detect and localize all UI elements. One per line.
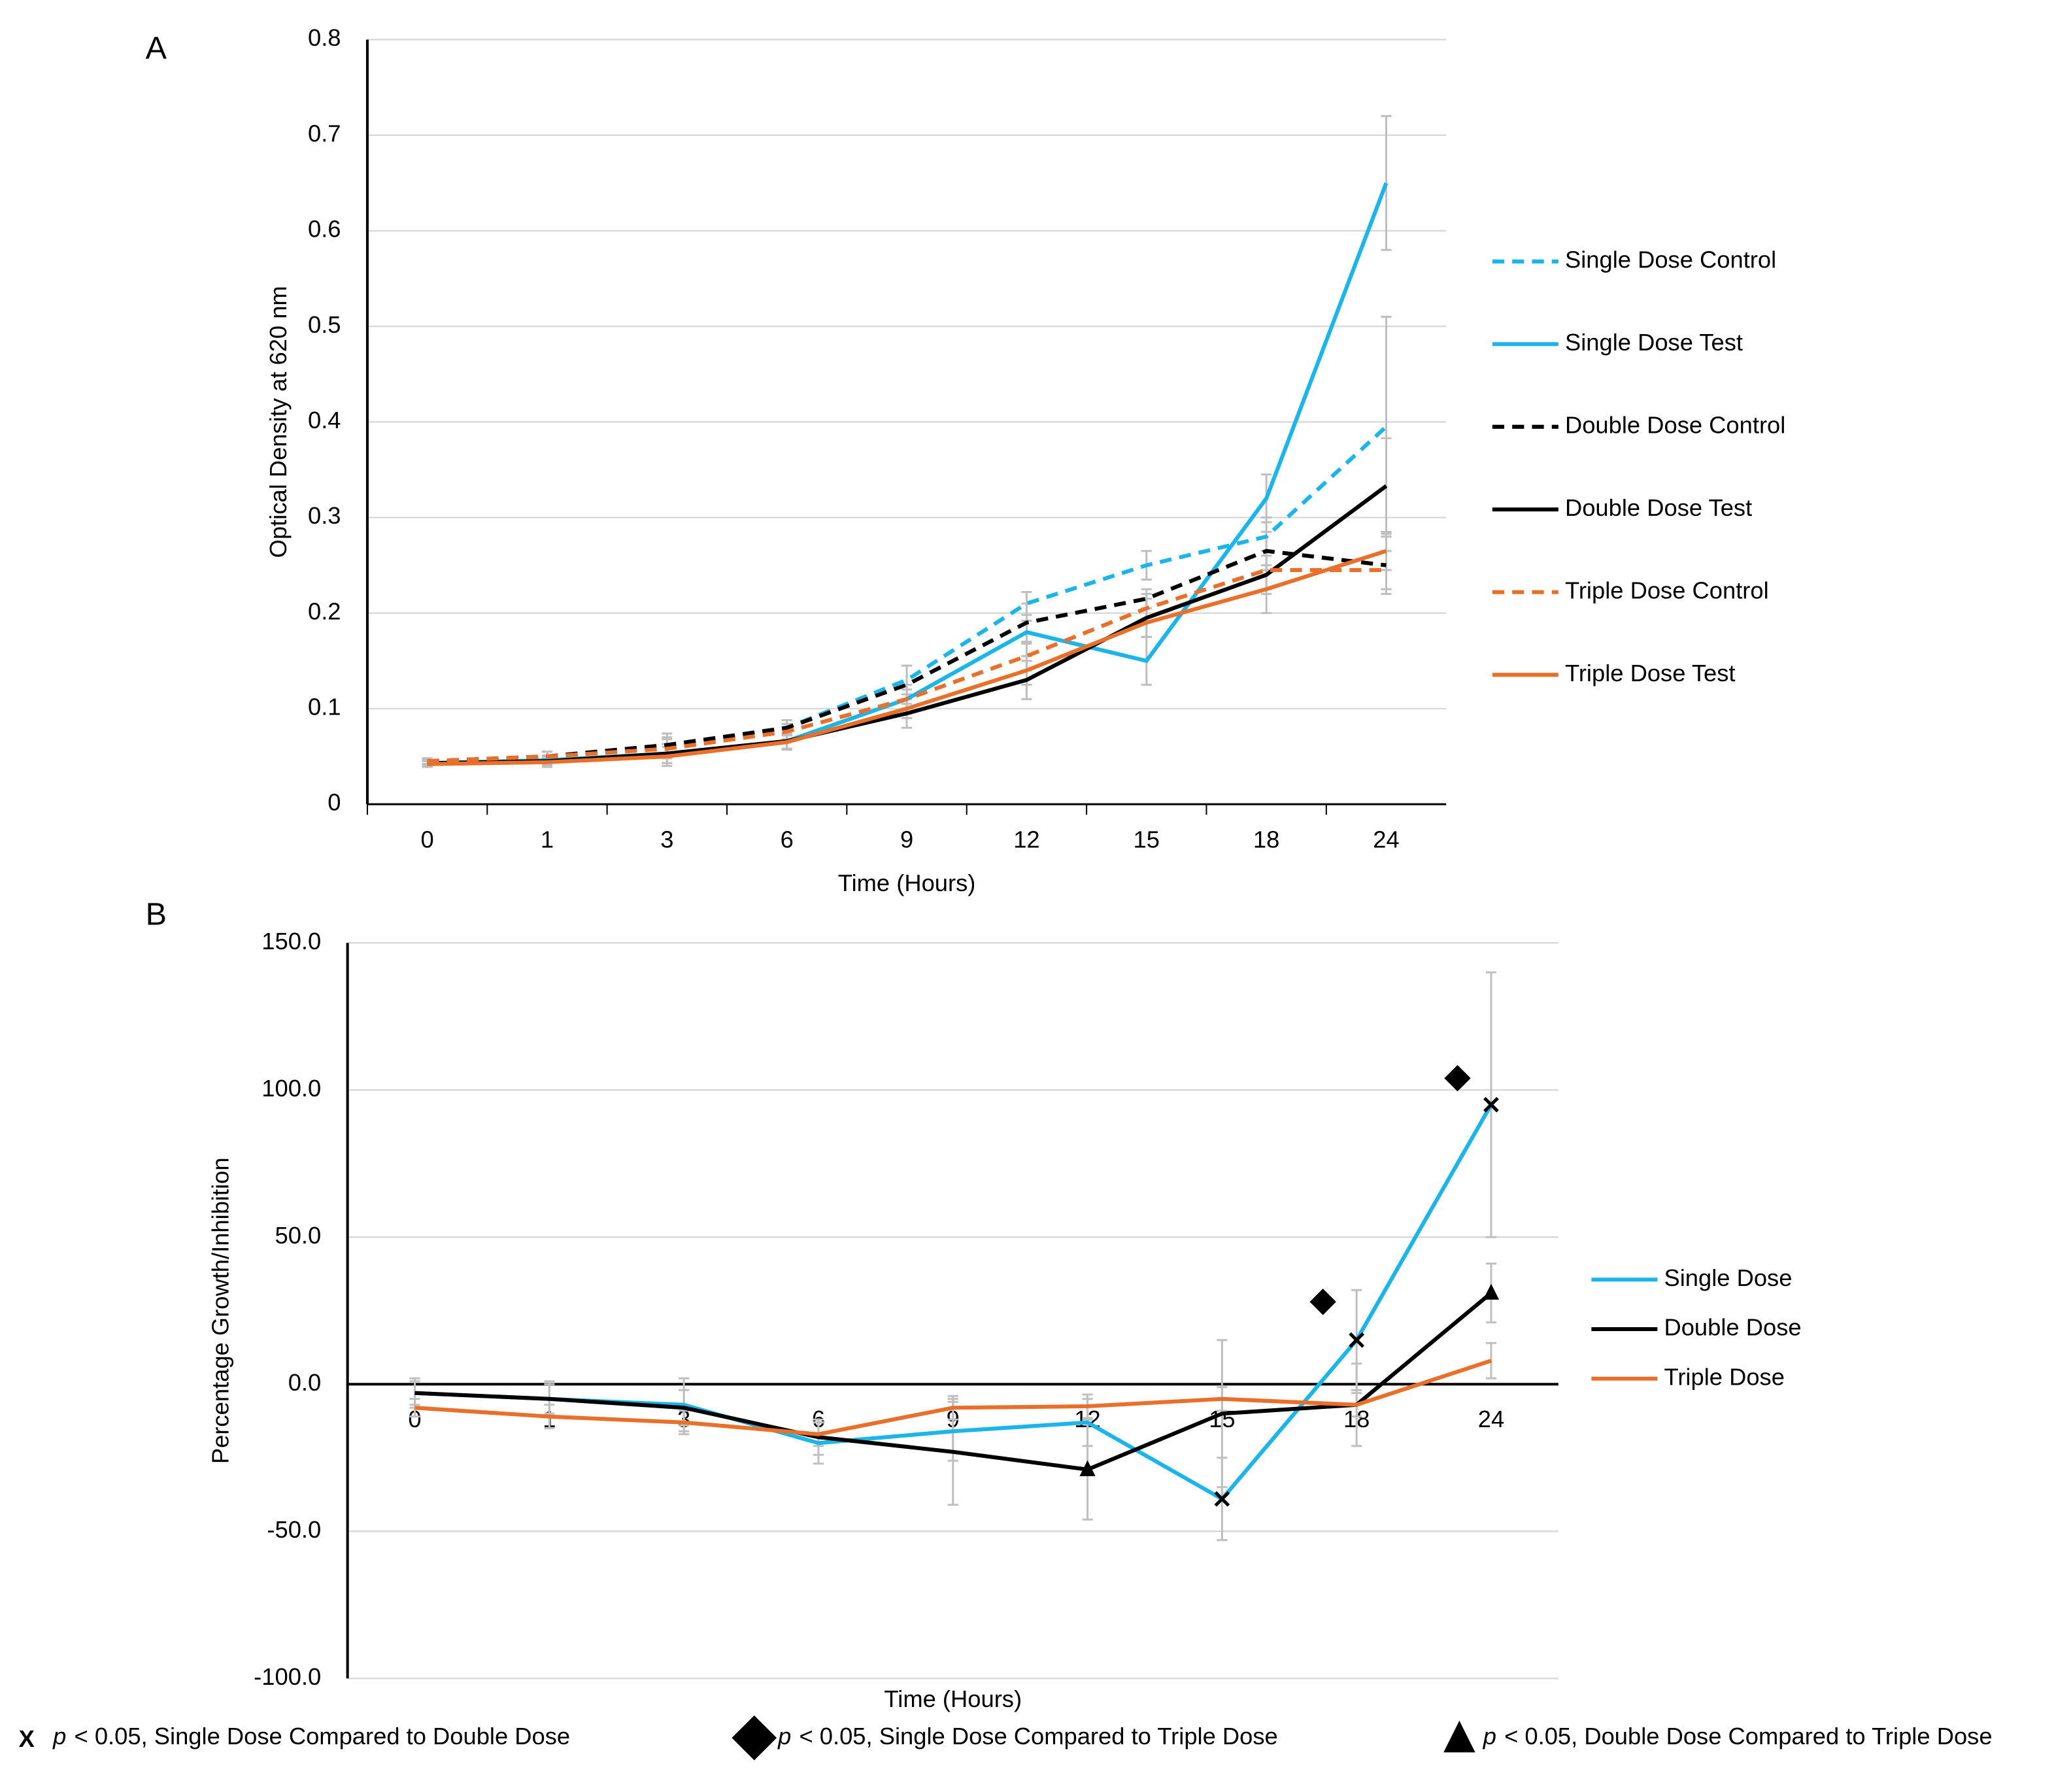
footnote: p < 0.05, Single Dose Compared to Triple … bbox=[777, 1723, 1278, 1750]
significance-x bbox=[1483, 1096, 1499, 1113]
significance-triangle bbox=[1483, 1283, 1500, 1300]
x-axis-title: Time (Hours) bbox=[884, 1685, 1022, 1712]
y-tick-label: 150.0 bbox=[261, 928, 321, 955]
panel-label: B bbox=[146, 897, 167, 932]
y-axis-title: Percentage Growth/Inhibition bbox=[207, 1157, 233, 1464]
panel-label: A bbox=[146, 31, 167, 66]
legend-label: Single Dose bbox=[1664, 1264, 1792, 1291]
legend-label: Triple Dose bbox=[1664, 1363, 1784, 1390]
y-tick-label: 0.1 bbox=[308, 694, 341, 720]
y-tick-label: 0.8 bbox=[308, 24, 341, 51]
footnote: p < 0.05, Single Dose Compared to Double … bbox=[52, 1723, 570, 1750]
x-tick-label: 12 bbox=[1013, 826, 1039, 853]
footnote-symbol: X bbox=[19, 1725, 35, 1752]
series-line bbox=[427, 567, 1387, 764]
y-tick-label: 0.7 bbox=[308, 120, 341, 146]
legend-label: Single Dose Test bbox=[1565, 329, 1743, 356]
legend-label: Single Dose Control bbox=[1565, 246, 1776, 273]
y-tick-label: 50.0 bbox=[275, 1222, 321, 1249]
footnote-triangle bbox=[1443, 1720, 1475, 1753]
x-tick-label: 0 bbox=[408, 1406, 421, 1432]
x-tick-label: 9 bbox=[900, 826, 913, 853]
x-tick-label: 3 bbox=[660, 826, 673, 853]
legend-label: Double Dose Test bbox=[1565, 494, 1752, 521]
y-tick-label: 0.3 bbox=[308, 502, 341, 529]
y-tick-label: 0.4 bbox=[308, 407, 341, 433]
y-axis-title: Optical Density at 620 nm bbox=[265, 286, 292, 558]
x-tick-label: 6 bbox=[781, 826, 794, 853]
y-tick-label: -50.0 bbox=[267, 1516, 321, 1543]
series-line bbox=[414, 1291, 1492, 1472]
legend-label: Triple Dose Test bbox=[1565, 660, 1736, 686]
x-tick-label: 24 bbox=[1478, 1406, 1504, 1432]
footnote-p: p bbox=[52, 1723, 66, 1750]
footnote: p < 0.05, Double Dose Compared to Triple … bbox=[1483, 1723, 1993, 1750]
x-tick-label: 24 bbox=[1373, 826, 1399, 853]
x-tick-label: 18 bbox=[1253, 826, 1279, 853]
legend-label: Double Dose Control bbox=[1565, 411, 1785, 438]
y-tick-label: -100.0 bbox=[254, 1663, 321, 1690]
significance-x bbox=[1214, 1491, 1230, 1507]
footnote-p: p bbox=[1483, 1723, 1496, 1750]
y-tick-label: 0.2 bbox=[308, 598, 341, 624]
significance-x bbox=[1349, 1332, 1365, 1348]
footnote-text: < 0.05, Single Dose Compared to Triple D… bbox=[799, 1723, 1277, 1750]
y-tick-label: 100.0 bbox=[261, 1075, 321, 1102]
y-tick-label: 0 bbox=[328, 789, 341, 816]
series-line bbox=[427, 549, 1387, 766]
y-tick-label: 0.6 bbox=[308, 216, 341, 243]
footnote-p: p bbox=[777, 1723, 791, 1750]
x-tick-label: 15 bbox=[1134, 826, 1160, 853]
footnote-text: < 0.05, Single Dose Compared to Double D… bbox=[75, 1723, 571, 1750]
legend-label: Triple Dose Control bbox=[1565, 577, 1769, 603]
y-tick-label: 0.0 bbox=[288, 1369, 322, 1396]
significance-triangle bbox=[1079, 1460, 1096, 1476]
series-line bbox=[414, 1359, 1492, 1436]
x-axis-title: Time (Hours) bbox=[838, 870, 976, 896]
x-tick-label: 1 bbox=[541, 826, 554, 853]
significance-diamond bbox=[1309, 1289, 1336, 1315]
legend-label: Double Dose bbox=[1664, 1314, 1801, 1341]
x-tick-label: 0 bbox=[421, 826, 434, 853]
y-tick-label: 0.5 bbox=[308, 311, 341, 338]
footnote-text: < 0.05, Double Dose Compared to Triple D… bbox=[1504, 1723, 1992, 1750]
